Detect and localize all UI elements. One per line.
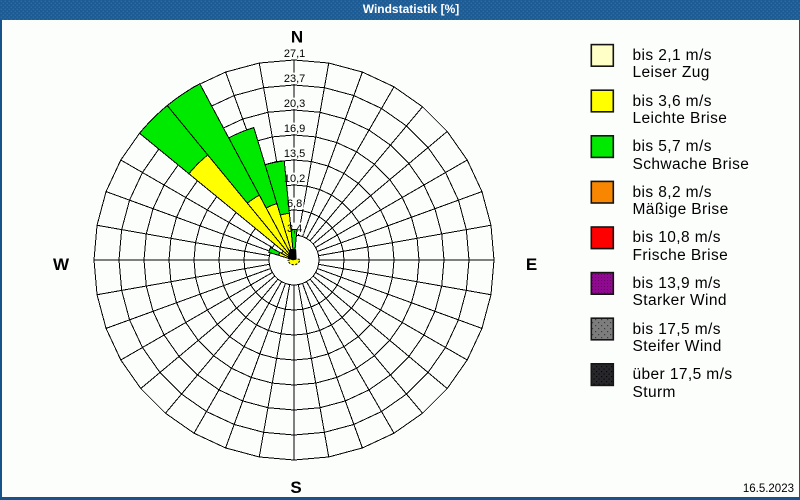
svg-text:S: S: [290, 478, 301, 497]
svg-text:27,1: 27,1: [284, 48, 305, 60]
svg-text:6,8: 6,8: [287, 198, 302, 210]
svg-text:3,4: 3,4: [287, 223, 302, 235]
svg-text:E: E: [526, 255, 537, 274]
svg-text:20,3: 20,3: [284, 98, 305, 110]
svg-text:13,5: 13,5: [284, 148, 305, 160]
svg-text:10,2: 10,2: [284, 173, 305, 185]
svg-text:16,9: 16,9: [284, 123, 305, 135]
svg-text:23,7: 23,7: [284, 73, 305, 85]
svg-text:N: N: [291, 28, 303, 47]
svg-text:W: W: [53, 255, 70, 274]
